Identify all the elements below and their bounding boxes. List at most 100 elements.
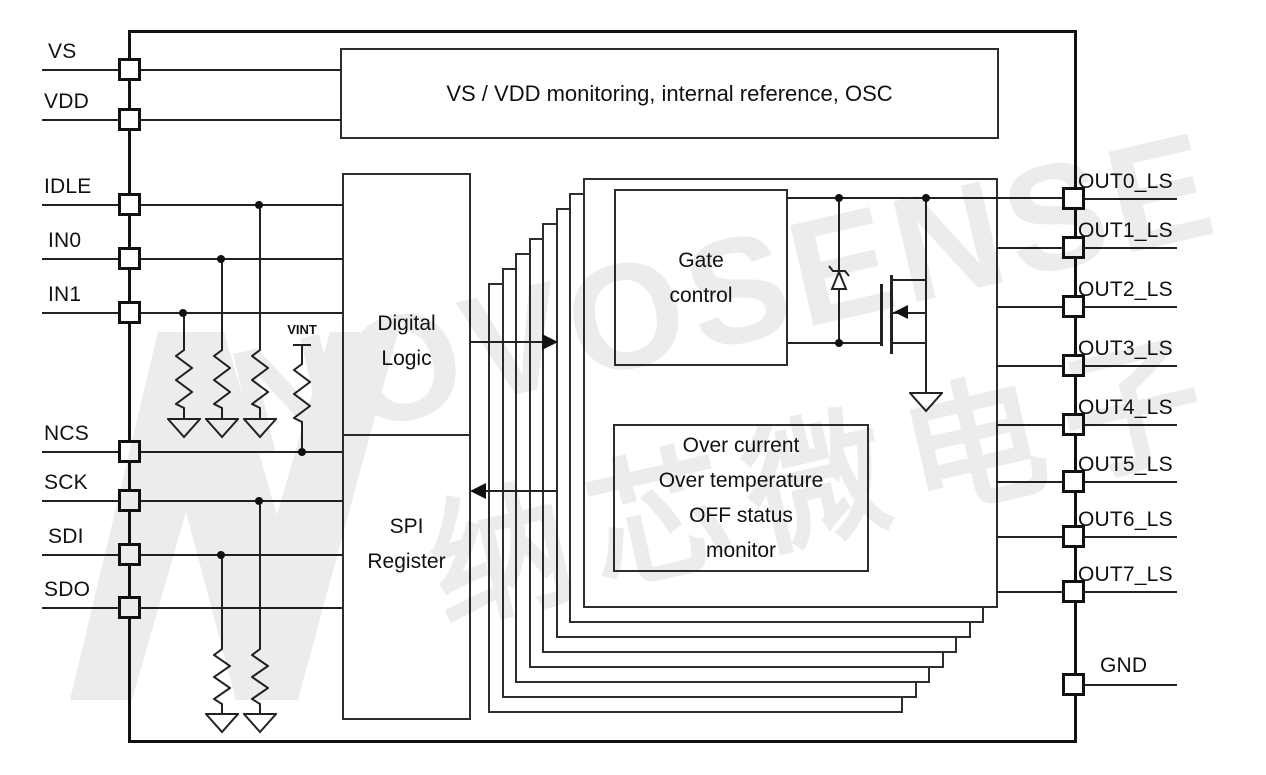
block-gate-control — [614, 189, 788, 366]
pin-label-ncs: NCS — [44, 422, 89, 445]
resistor-stub — [259, 707, 261, 714]
wire-gnd-ext — [1085, 684, 1177, 686]
junction-dot — [217, 551, 225, 559]
wire-out2-int — [996, 306, 1064, 308]
pin-label-out1: OUT1_LS — [1078, 219, 1173, 242]
ground-symbol — [205, 418, 239, 439]
pin-label-in0: IN0 — [48, 229, 82, 252]
wire-out3-ext — [1085, 365, 1177, 367]
pin-label-sck: SCK — [44, 471, 88, 494]
junction-dot — [835, 194, 843, 202]
pin-label-idle: IDLE — [44, 175, 92, 198]
junction-dot — [255, 497, 263, 505]
resistor-stub — [221, 707, 223, 714]
pin-pad-vs — [118, 58, 141, 81]
status-bus-wire — [482, 490, 558, 492]
wire-out7-int — [996, 591, 1064, 593]
junction-dot — [179, 309, 187, 317]
pin-pad-sdo — [118, 596, 141, 619]
resistor-drop-in0 — [221, 259, 223, 346]
resistor-in0 — [213, 345, 231, 411]
block-vs-vdd-monitoring-label: VS / VDD monitoring, internal reference,… — [446, 81, 893, 106]
wire-sdo — [42, 607, 119, 609]
mosfet-channel-bar — [890, 275, 893, 354]
wire-out1-ext — [1085, 247, 1177, 249]
wire-in1-int — [141, 312, 343, 314]
pin-pad-out3 — [1062, 354, 1085, 377]
junction-dot — [217, 255, 225, 263]
wire-out5-ext — [1085, 481, 1177, 483]
ground-symbol — [243, 713, 277, 734]
resistor-drop-sdi — [221, 555, 223, 646]
pin-pad-out4 — [1062, 413, 1085, 436]
wire-in0 — [42, 258, 119, 260]
control-bus-wire — [470, 341, 544, 343]
wire-out5-int — [996, 481, 1064, 483]
junction-dot — [922, 194, 930, 202]
pin-label-out7: OUT7_LS — [1078, 563, 1173, 586]
wire-out4-ext — [1085, 424, 1177, 426]
wire-out4-int — [996, 424, 1064, 426]
wire-out3-int — [996, 365, 1064, 367]
wire-idle — [42, 204, 119, 206]
wire-ncs — [42, 451, 119, 453]
pin-pad-vdd — [118, 108, 141, 131]
wire-out2-ext — [1085, 306, 1177, 308]
junction-dot — [255, 201, 263, 209]
pin-label-out3: OUT3_LS — [1078, 337, 1173, 360]
wire-in0-int — [141, 258, 343, 260]
pin-pad-out2 — [1062, 295, 1085, 318]
pin-pad-out1 — [1062, 236, 1085, 259]
wire-in1 — [42, 312, 119, 314]
wire-out6-int — [996, 536, 1064, 538]
resistor-drop-sck — [259, 501, 261, 646]
resistor-drop-idle — [259, 205, 261, 346]
mosfet-right-wire — [925, 198, 927, 393]
resistor-sdi — [213, 645, 231, 708]
pin-label-sdi: SDI — [48, 525, 84, 548]
wire-sdi-int — [141, 554, 343, 556]
pin-label-vs: VS — [48, 40, 77, 63]
ground-symbol — [243, 418, 277, 439]
mosfet-drain-stub — [892, 279, 927, 281]
pin-pad-sdi — [118, 543, 141, 566]
mosfet-body-stub — [892, 312, 927, 314]
status-bus-arrowhead — [470, 483, 486, 499]
vint-drop — [301, 345, 303, 360]
pin-pad-sck — [118, 489, 141, 512]
pin-pad-in1 — [118, 301, 141, 324]
wire-vdd-int — [141, 119, 341, 121]
resistor-idle — [251, 345, 269, 411]
pin-label-out6: OUT6_LS — [1078, 508, 1173, 531]
ground-symbol — [205, 713, 239, 734]
pin-pad-in0 — [118, 247, 141, 270]
wire-idle-int — [141, 204, 343, 206]
mosfet-gate-bar — [880, 284, 883, 346]
pin-label-sdo: SDO — [44, 578, 91, 601]
pin-pad-ncs — [118, 440, 141, 463]
block-digital-logic-label: Digital Logic — [377, 312, 436, 370]
wire-out6-ext — [1085, 536, 1177, 538]
wire-out0-ext — [1085, 198, 1177, 200]
junction-dot — [835, 339, 843, 347]
block-gate-control-label: Gate control — [669, 248, 733, 307]
wire-vs-int — [141, 69, 341, 71]
vint-net-label: VINT — [287, 322, 317, 337]
block-vs-vdd-monitoring — [340, 48, 999, 139]
pin-pad-out5 — [1062, 470, 1085, 493]
block-channel-monitor-label: Over current Over temperature OFF status… — [658, 434, 824, 562]
pin-label-out2: OUT2_LS — [1078, 278, 1173, 301]
wire-sck — [42, 500, 119, 502]
pin-label-out0: OUT0_LS — [1078, 170, 1173, 193]
zener-diode-icon — [828, 265, 850, 290]
pin-label-out5: OUT5_LS — [1078, 453, 1173, 476]
wire-sdi — [42, 554, 119, 556]
mosfet-source-stub — [892, 342, 927, 344]
pin-pad-out0 — [1062, 187, 1085, 210]
ground-symbol — [909, 392, 943, 413]
wire-vs — [42, 69, 119, 71]
wire-out7-ext — [1085, 591, 1177, 593]
control-bus-arrowhead — [542, 334, 558, 350]
block-spi-register-label: SPI Register — [367, 515, 446, 573]
